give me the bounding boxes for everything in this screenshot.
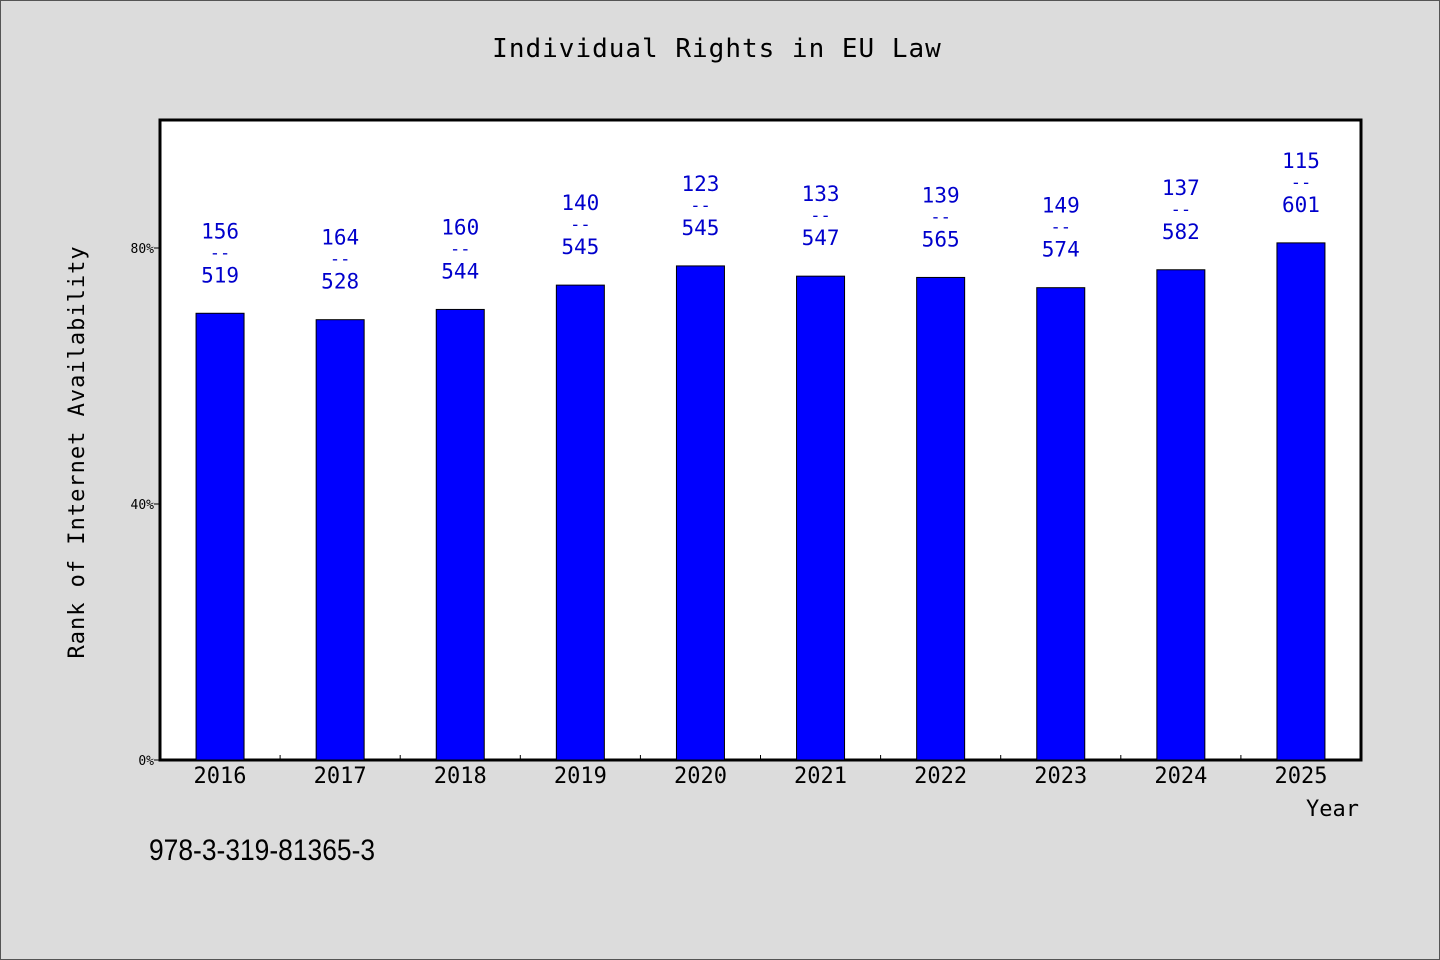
bar xyxy=(916,276,966,761)
bar-label-top: 164 xyxy=(321,226,359,250)
bar xyxy=(796,275,846,761)
bar xyxy=(1276,242,1326,761)
bar-label-separator: -- xyxy=(690,196,710,216)
x-tick-label: 2019 xyxy=(554,764,607,789)
bar-label-separator: -- xyxy=(210,243,230,263)
bar-label-top: 160 xyxy=(441,215,479,239)
bar-label-bottom: 519 xyxy=(201,263,239,287)
bar xyxy=(435,308,485,761)
bar-label-bottom: 528 xyxy=(321,270,359,294)
bar-label-separator: -- xyxy=(1291,173,1311,193)
y-tick-label: 80% xyxy=(131,242,155,257)
bar-label-bottom: 545 xyxy=(561,235,599,259)
isbn-footer: 978-3-319-81365-3 xyxy=(149,834,376,867)
bar-label-separator: -- xyxy=(1051,218,1071,238)
bar-label-bottom: 545 xyxy=(681,216,719,240)
x-tick-label: 2023 xyxy=(1034,764,1087,789)
bar-label-separator: -- xyxy=(1171,200,1191,220)
bar-label-bottom: 547 xyxy=(802,226,840,250)
y-tick-label: 0% xyxy=(138,754,154,769)
bar-label-top: 133 xyxy=(802,182,840,206)
x-axis-label: Year xyxy=(1306,797,1359,822)
x-tick-label: 2017 xyxy=(314,764,367,789)
bar-label-top: 140 xyxy=(561,191,599,215)
bar xyxy=(675,265,725,761)
bar-label-top: 123 xyxy=(681,172,719,196)
bar-label-top: 139 xyxy=(922,183,960,207)
bar xyxy=(195,312,245,761)
bar-label-bottom: 601 xyxy=(1282,193,1320,217)
chart-title: Individual Rights in EU Law xyxy=(492,34,942,64)
bar-label-bottom: 582 xyxy=(1162,220,1200,244)
bar xyxy=(315,319,365,761)
bar-label-top: 156 xyxy=(201,219,239,243)
bar xyxy=(1156,269,1206,761)
x-tick-label: 2016 xyxy=(194,764,247,789)
bar-label-top: 137 xyxy=(1162,176,1200,200)
x-tick-label: 2021 xyxy=(794,764,847,789)
x-tick-label: 2018 xyxy=(434,764,487,789)
bar-label-bottom: 565 xyxy=(922,227,960,251)
x-tick-label: 2025 xyxy=(1274,764,1327,789)
bar-label-top: 149 xyxy=(1042,194,1080,218)
bar-label-separator: -- xyxy=(570,215,590,235)
x-tick-label: 2022 xyxy=(914,764,967,789)
x-tick-label: 2020 xyxy=(674,764,727,789)
bar-label-bottom: 574 xyxy=(1042,238,1080,262)
bar xyxy=(1036,287,1086,761)
bar-label-top: 115 xyxy=(1282,149,1320,173)
bar-label-separator: -- xyxy=(930,207,950,227)
y-axis-label: Rank of Internet Availability xyxy=(65,245,90,658)
bar-label-bottom: 544 xyxy=(441,259,479,283)
bar-label-separator: -- xyxy=(450,239,470,259)
bar-label-separator: -- xyxy=(330,250,350,270)
y-tick-label: 40% xyxy=(131,498,155,513)
x-tick-label: 2024 xyxy=(1154,764,1207,789)
bar xyxy=(555,284,605,761)
bar-label-separator: -- xyxy=(810,206,830,226)
